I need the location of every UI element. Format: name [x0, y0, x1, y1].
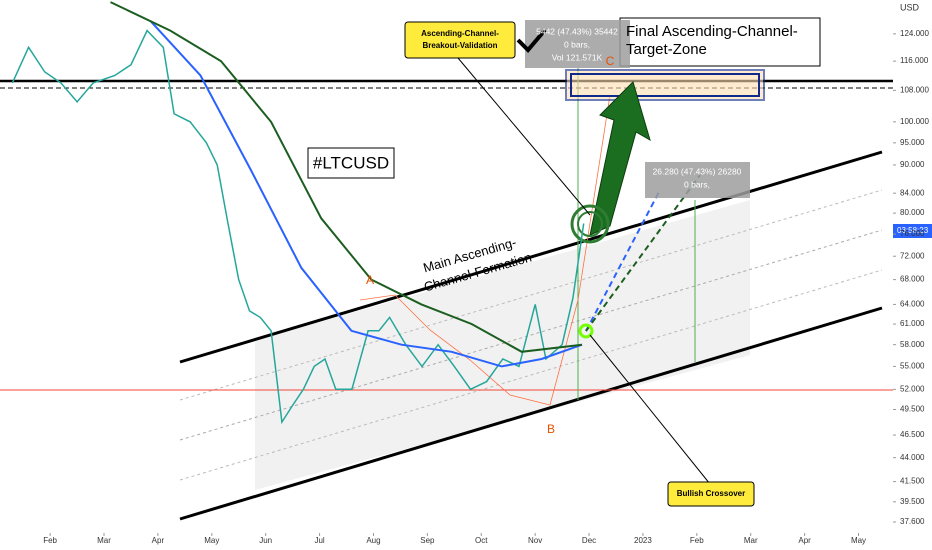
crossover-circle: [578, 323, 594, 339]
y-tick-label: 90.000: [900, 160, 925, 169]
target-zone-inner: [570, 73, 760, 97]
series-line: [149, 20, 583, 368]
y-unit: USD: [900, 2, 920, 12]
y-tick-label: 80.000: [900, 208, 925, 217]
channel-quarter: [179, 189, 883, 401]
x-tick-label: Apr: [798, 536, 811, 545]
projection: [585, 174, 701, 332]
x-tick-label: Jun: [259, 536, 272, 545]
measure-box: [645, 162, 750, 198]
y-tick-label: 49.500: [900, 405, 925, 414]
x-tick-label: Sep: [420, 536, 435, 545]
x-tick-label: Oct: [475, 536, 488, 545]
y-tick-label: 72.000: [900, 251, 925, 260]
chart-title: #LTCUSD: [313, 153, 389, 172]
x-tick-label: Feb: [690, 536, 704, 545]
x-tick-label: Nov: [528, 536, 542, 545]
series-line: [11, 29, 585, 425]
y-tick-label: 44.000: [900, 453, 925, 462]
y-tick-label: 95.000: [900, 138, 925, 147]
y-tick-label: 68.000: [900, 275, 925, 284]
measure-label: 0 bars,: [564, 39, 590, 49]
y-tick-label: 100.000: [900, 117, 929, 126]
y-tick-label: 58.000: [900, 340, 925, 349]
breakout-circle: [570, 204, 610, 244]
y-tick-label: 37.600: [900, 517, 925, 526]
checkmark: [516, 28, 547, 53]
x-tick-label: Dec: [582, 536, 596, 545]
countdown: 03:58:23: [897, 226, 929, 235]
x-tick-label: 2023: [634, 536, 652, 545]
y-tick-label: 84.000: [900, 188, 925, 197]
x-tick-label: Apr: [152, 536, 165, 545]
y-tick-label: 55.000: [900, 362, 925, 371]
y-axis-strip: [893, 0, 932, 550]
y-tick-label: 76.000: [900, 229, 925, 238]
annotation: Target-Zone: [626, 41, 707, 58]
y-tick-label: 39.500: [900, 497, 925, 506]
channel-lower: [179, 306, 883, 521]
measure-label: 26.280 (47.43%) 26280: [653, 166, 742, 176]
y-tick-label: 61.000: [900, 319, 925, 328]
callout-box: [667, 481, 755, 507]
measure-box: [525, 20, 630, 68]
y-tick-label: 52.000: [900, 384, 925, 393]
y-tick-label: 124.000: [900, 29, 929, 38]
x-tick-label: Feb: [43, 536, 57, 545]
annotation: Breakout-Validation: [422, 41, 497, 50]
channel-mid: [179, 229, 883, 441]
channel-upper: [179, 150, 883, 364]
y-tick-label: 64.000: [900, 300, 925, 309]
x-tick-label: Mar: [744, 536, 758, 545]
y-tick-label: 108.000: [900, 85, 929, 94]
title-box: [619, 17, 821, 67]
title-box: [307, 147, 395, 179]
target-arrow: [589, 81, 651, 236]
y-tick-label: 46.500: [900, 430, 925, 439]
callout-pointer: [457, 57, 591, 216]
x-tick-label: Mar: [97, 536, 111, 545]
channel-shade: [255, 200, 750, 490]
breakout-circle: [577, 211, 603, 237]
y-tick-label: 41.500: [900, 477, 925, 486]
projection: [585, 189, 661, 332]
callout-box: [404, 21, 516, 59]
annotation: Ascending-Channel-: [421, 29, 499, 38]
x-tick-label: May: [204, 536, 219, 545]
x-tick-label: Jul: [314, 536, 324, 545]
x-tick-label: Aug: [366, 536, 380, 545]
annotation: A: [366, 273, 374, 287]
annotation: Final Ascending-Channel-: [626, 23, 798, 40]
channel-quarter: [179, 269, 883, 481]
y-tick-label: 116.000: [900, 56, 929, 65]
measure-label: Vol 121.571K: [552, 52, 603, 62]
annotation: Bullish Crossover: [677, 489, 745, 498]
x-tick-label: May: [851, 536, 866, 545]
annotation: C: [606, 54, 615, 68]
annotation: B: [547, 422, 555, 436]
callout-pointer: [589, 334, 711, 485]
measure-label: 0 bars,: [684, 179, 710, 189]
series-line: [110, 1, 583, 353]
countdown-bg: [893, 224, 932, 238]
measure-label: 5442 (47.43%) 35442: [536, 26, 618, 36]
